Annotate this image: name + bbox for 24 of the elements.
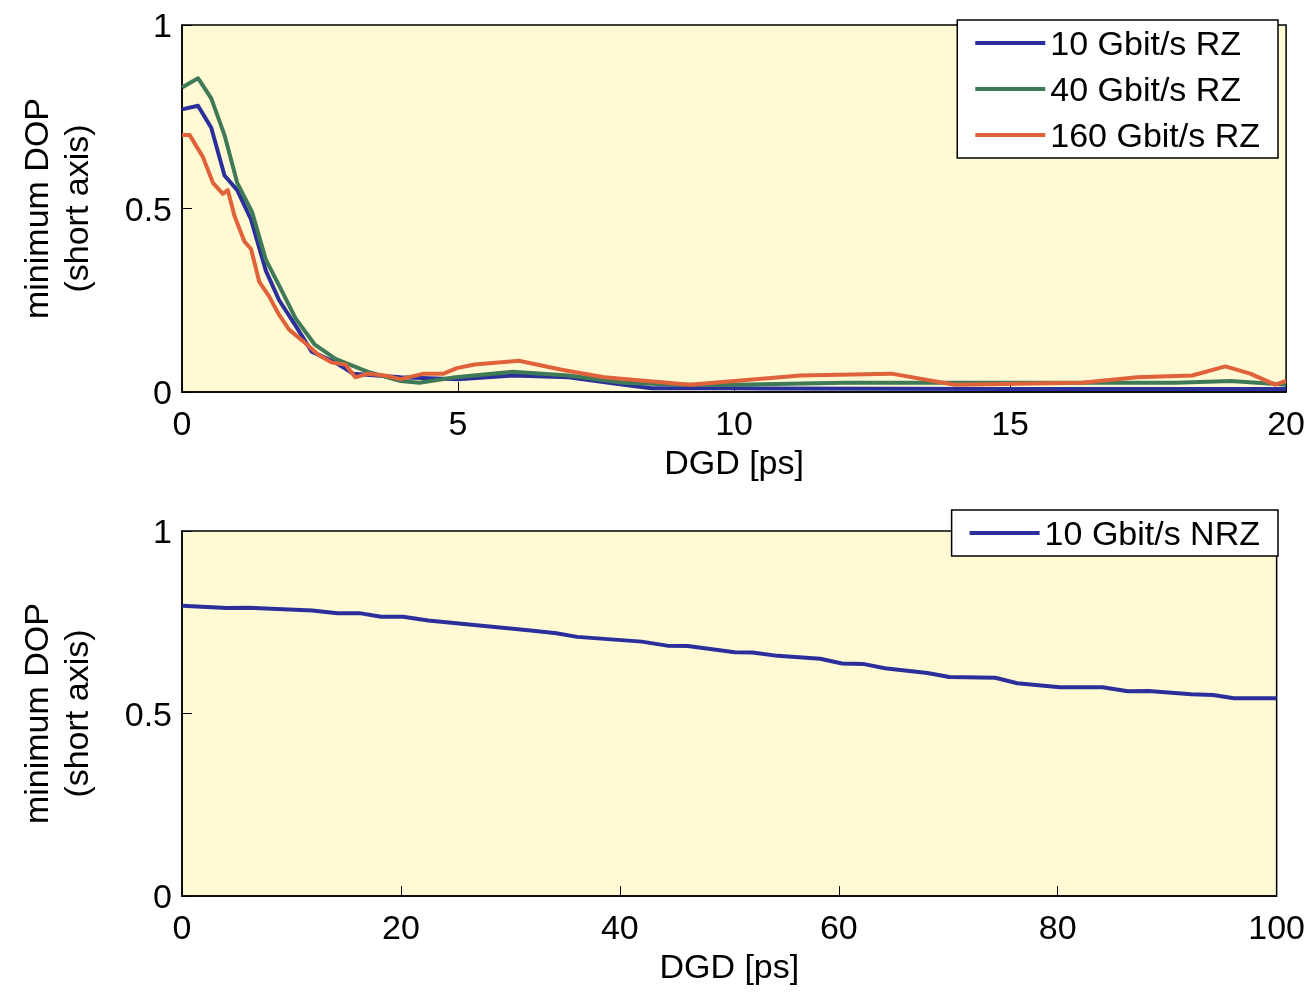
- legend-label: 10 Gbit/s NRZ: [1044, 514, 1260, 552]
- y-tick-label: 0.5: [124, 694, 172, 733]
- y-tick-label: 0.5: [124, 189, 172, 228]
- x-tick-label: 20: [382, 908, 420, 947]
- x-tick-label: 20: [1267, 404, 1305, 442]
- x-tick-label: 5: [448, 404, 468, 442]
- y-axis-title: minimum DOP (short axis): [17, 97, 95, 320]
- legend-label: 10 Gbit/s RZ: [1050, 24, 1242, 62]
- y-tick-label: 1: [153, 6, 172, 44]
- x-tick-label: 10: [715, 404, 753, 442]
- y-axis-title: minimum DOP (short axis): [17, 603, 95, 825]
- y-tick-label: 0: [153, 877, 172, 916]
- x-tick-label: 15: [991, 404, 1029, 442]
- x-axis-title: DGD [ps]: [659, 947, 800, 985]
- y-tick-label: 0: [153, 373, 172, 411]
- y-tick-label: 1: [153, 512, 172, 550]
- x-tick-label: 60: [819, 908, 858, 947]
- x-axis-title: DGD [ps]: [664, 442, 804, 481]
- legend-label: 160 Gbit/s RZ: [1050, 116, 1261, 154]
- x-tick-label: 40: [600, 908, 639, 947]
- legend-label: 40 Gbit/s RZ: [1050, 70, 1242, 108]
- x-tick-label: 100: [1248, 908, 1305, 947]
- x-tick-label: 80: [1038, 908, 1077, 947]
- line-series: [180, 603, 1279, 701]
